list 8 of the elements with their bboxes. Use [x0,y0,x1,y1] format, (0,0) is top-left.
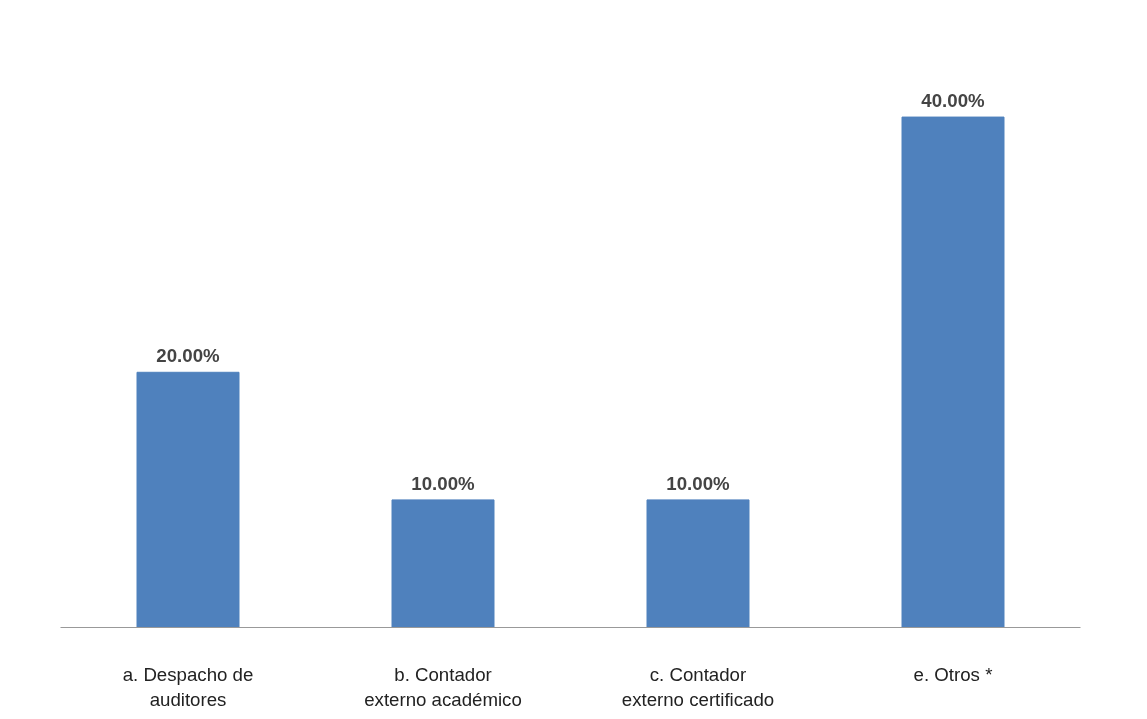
x-tick-label: c. Contador externo certificado [621,663,775,710]
data-label: 20.00% [156,345,221,367]
x-tick-label: a. Despacho de auditores [122,663,254,710]
x-tick-label: b. Contador externo académico [364,663,522,710]
data-label: 10.00% [666,472,731,494]
data-label: 10.00% [411,472,476,494]
data-label: 40.00% [921,90,986,112]
x-tick-label: e. Otros * [913,663,993,685]
